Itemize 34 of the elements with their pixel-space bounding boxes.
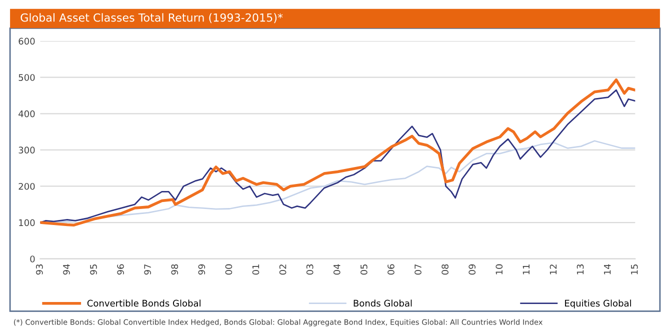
x-tick-label: 98 xyxy=(171,264,178,275)
y-tick-label: 100 xyxy=(19,219,35,226)
x-tick-label: 05 xyxy=(360,264,368,275)
y-tick-label: 0 xyxy=(30,256,35,262)
y-tick-label: 400 xyxy=(18,110,35,118)
x-tick-label: 14 xyxy=(604,264,611,274)
x-tick-label: 12 xyxy=(550,264,557,274)
x-tick-label: 07 xyxy=(414,264,422,275)
x-tick-label: 00 xyxy=(225,264,232,275)
x-tick-label: 97 xyxy=(144,264,151,275)
legend-label: Equities Global xyxy=(565,300,631,308)
x-tick-label: 03 xyxy=(306,264,314,275)
y-tick-label: 300 xyxy=(18,146,35,154)
y-tick-label: 600 xyxy=(18,38,35,45)
x-tick-label: 01 xyxy=(252,264,260,275)
x-tick-label: 94 xyxy=(63,264,70,275)
x-tick-label: 09 xyxy=(468,264,476,275)
chart-title: Global Asset Classes Total Return (1993-2015)* xyxy=(20,13,283,24)
legend-label: Convertible Bonds Global xyxy=(87,300,200,307)
x-tick-label: 02 xyxy=(279,264,286,275)
x-tick-label: 95 xyxy=(90,264,97,275)
x-tick-label: 08 xyxy=(442,264,448,275)
x-tick-label: 06 xyxy=(388,264,394,275)
x-tick-label: 15 xyxy=(631,264,638,274)
x-tick-label: 04 xyxy=(333,264,340,275)
y-tick-label: 500 xyxy=(18,74,35,81)
y-tick-label: 200 xyxy=(18,182,35,190)
x-tick-label: 99 xyxy=(198,264,206,275)
x-tick-label: 93 xyxy=(36,264,43,275)
x-tick-label: 96 xyxy=(117,264,124,275)
legend-label: Bonds Global xyxy=(354,300,412,307)
x-tick-label: 10 xyxy=(496,264,503,274)
x-tick-label: 13 xyxy=(576,264,584,274)
x-tick-label: 11 xyxy=(522,264,530,274)
